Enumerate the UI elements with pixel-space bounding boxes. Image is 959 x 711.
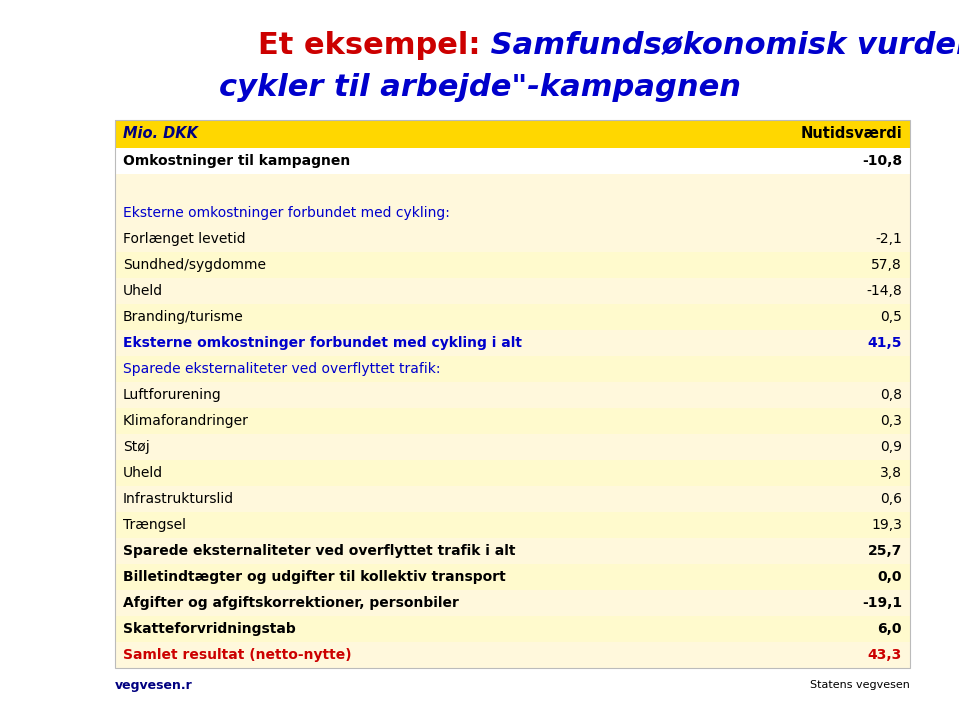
- Text: Statens vegvesen: Statens vegvesen: [810, 680, 910, 690]
- Text: 0,0: 0,0: [877, 570, 902, 584]
- Text: 43,3: 43,3: [868, 648, 902, 662]
- Text: vegvesen.r: vegvesen.r: [115, 678, 193, 692]
- Bar: [115, 120, 910, 148]
- Text: Trængsel: Trængsel: [123, 518, 186, 532]
- Text: 0,8: 0,8: [880, 388, 902, 402]
- Text: Uheld: Uheld: [123, 466, 163, 480]
- Text: Skatteforvridningstab: Skatteforvridningstab: [123, 622, 295, 636]
- Text: Støj: Støj: [123, 440, 150, 454]
- Bar: [115, 356, 910, 382]
- Text: -2,1: -2,1: [876, 232, 902, 246]
- Bar: [115, 382, 910, 408]
- Text: -19,1: -19,1: [862, 596, 902, 610]
- Text: 3,8: 3,8: [880, 466, 902, 480]
- Text: Sparede eksternaliteter ved overflyttet trafik:: Sparede eksternaliteter ved overflyttet …: [123, 362, 440, 376]
- Bar: [115, 174, 910, 200]
- Bar: [115, 642, 910, 668]
- Bar: [115, 460, 910, 486]
- Text: Afgifter og afgiftskorrektioner, personbiler: Afgifter og afgiftskorrektioner, personb…: [123, 596, 458, 610]
- Bar: [115, 330, 910, 356]
- Bar: [115, 434, 910, 460]
- Text: -14,8: -14,8: [866, 284, 902, 298]
- Text: 19,3: 19,3: [871, 518, 902, 532]
- Text: cykler til arbejde"-kampagnen: cykler til arbejde"-kampagnen: [219, 73, 741, 102]
- Text: Samfundsøkonomisk vurdering af "Vi: Samfundsøkonomisk vurdering af "Vi: [480, 31, 959, 60]
- Text: Sparede eksternaliteter ved overflyttet trafik i alt: Sparede eksternaliteter ved overflyttet …: [123, 544, 516, 558]
- Text: Nutidsværdi: Nutidsværdi: [800, 127, 902, 141]
- Text: Klimaforandringer: Klimaforandringer: [123, 414, 249, 428]
- Text: Infrastrukturslid: Infrastrukturslid: [123, 492, 234, 506]
- Text: -10,8: -10,8: [862, 154, 902, 168]
- Text: Forlænget levetid: Forlænget levetid: [123, 232, 246, 246]
- Text: Samlet resultat (netto-nytte): Samlet resultat (netto-nytte): [123, 648, 352, 662]
- Text: Eksterne omkostninger forbundet med cykling i alt: Eksterne omkostninger forbundet med cykl…: [123, 336, 522, 350]
- Bar: [115, 226, 910, 252]
- Text: Eksterne omkostninger forbundet med cykling:: Eksterne omkostninger forbundet med cykl…: [123, 206, 450, 220]
- Text: 0,6: 0,6: [880, 492, 902, 506]
- Bar: [115, 564, 910, 590]
- Text: Mio. DKK: Mio. DKK: [123, 127, 198, 141]
- Text: 0,9: 0,9: [880, 440, 902, 454]
- Bar: [115, 512, 910, 538]
- Text: Luftforurening: Luftforurening: [123, 388, 222, 402]
- Text: Omkostninger til kampagnen: Omkostninger til kampagnen: [123, 154, 350, 168]
- Bar: [115, 616, 910, 642]
- Bar: [115, 278, 910, 304]
- Bar: [115, 408, 910, 434]
- Bar: [115, 590, 910, 616]
- Bar: [115, 200, 910, 226]
- Bar: [115, 538, 910, 564]
- Bar: [115, 148, 910, 174]
- Text: Billetindtægter og udgifter til kollektiv transport: Billetindtægter og udgifter til kollekti…: [123, 570, 505, 584]
- Text: 0,5: 0,5: [880, 310, 902, 324]
- Text: 41,5: 41,5: [868, 336, 902, 350]
- Bar: [115, 304, 910, 330]
- Text: Et eksempel:: Et eksempel:: [258, 31, 480, 60]
- Text: 0,3: 0,3: [880, 414, 902, 428]
- Text: Uheld: Uheld: [123, 284, 163, 298]
- Bar: [115, 486, 910, 512]
- Bar: [115, 252, 910, 278]
- Text: 25,7: 25,7: [868, 544, 902, 558]
- Text: Sundhed/sygdomme: Sundhed/sygdomme: [123, 258, 266, 272]
- Bar: [115, 120, 910, 668]
- Text: 6,0: 6,0: [877, 622, 902, 636]
- Text: Branding/turisme: Branding/turisme: [123, 310, 244, 324]
- Text: 57,8: 57,8: [871, 258, 902, 272]
